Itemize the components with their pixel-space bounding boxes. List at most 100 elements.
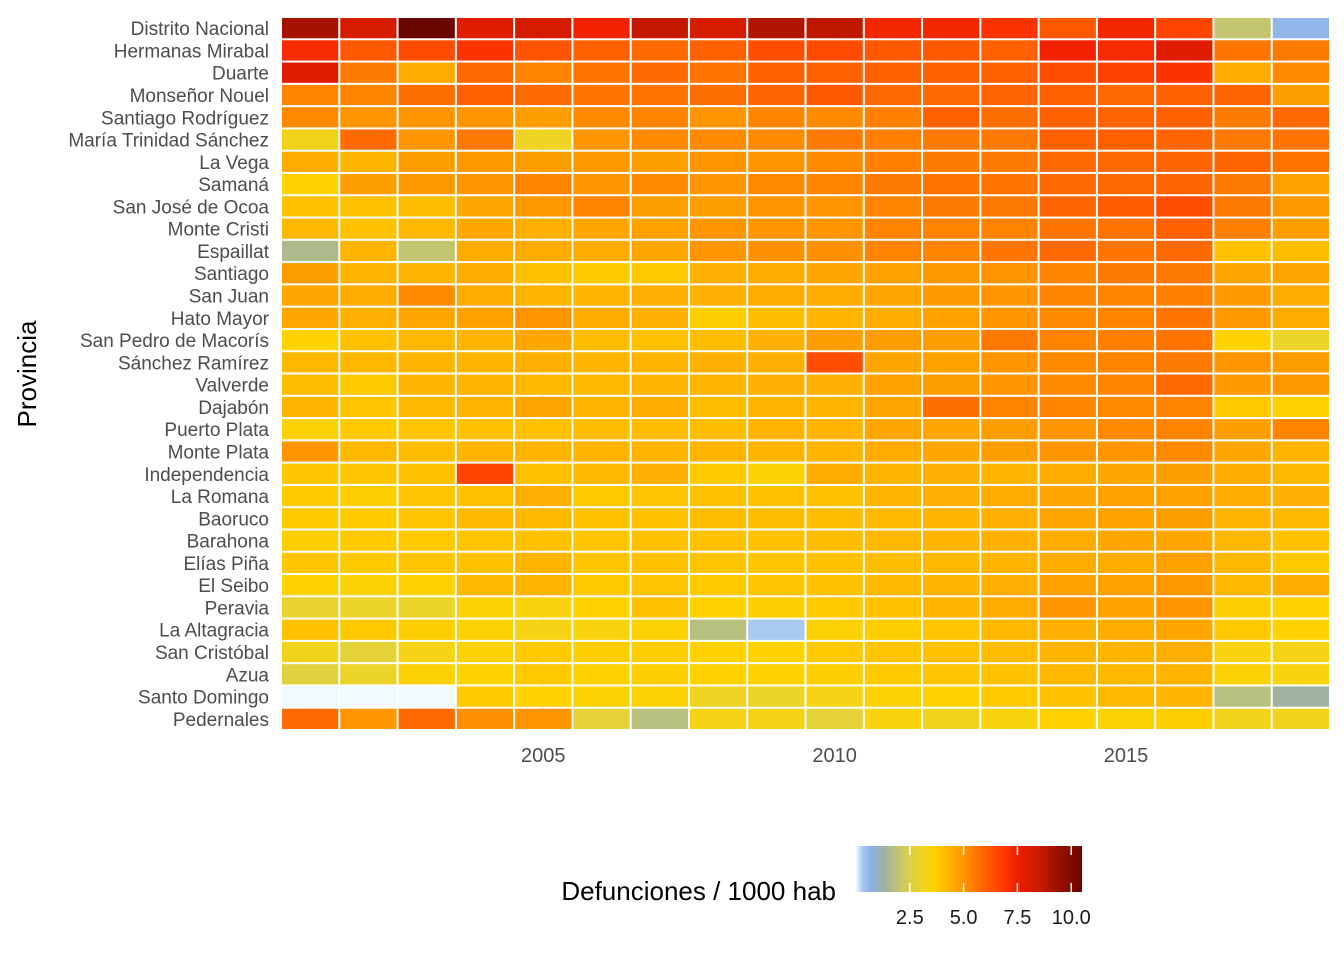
heatmap-cell <box>340 374 397 395</box>
heatmap-cell <box>923 18 980 39</box>
heatmap-cell <box>398 463 455 484</box>
heatmap-cell <box>631 508 688 529</box>
heatmap-cell <box>1272 463 1329 484</box>
heatmap-cell <box>1214 240 1271 262</box>
y-tick-label: El Seibo <box>198 576 269 597</box>
heatmap-cell <box>340 352 397 373</box>
heatmap-cell <box>689 597 747 618</box>
heatmap-cell <box>1214 129 1271 150</box>
heatmap-cell <box>1097 463 1155 484</box>
heatmap-cell <box>981 107 1038 128</box>
heatmap-cell <box>1156 352 1213 373</box>
heatmap-cell <box>282 508 339 529</box>
y-tick-label: Santo Domingo <box>138 688 269 709</box>
heatmap-cell <box>1156 708 1213 729</box>
heatmap-cell <box>806 240 863 262</box>
heatmap-cell <box>631 597 688 618</box>
heatmap-cell <box>515 173 572 195</box>
heatmap-cell <box>340 329 397 351</box>
heatmap-cell <box>981 263 1038 284</box>
heatmap-cell <box>340 307 397 328</box>
heatmap-cell <box>1272 664 1329 685</box>
heatmap-cell <box>456 285 514 306</box>
heatmap-cell <box>981 552 1038 574</box>
heatmap-cell <box>1097 240 1155 262</box>
heatmap-cell <box>689 329 747 351</box>
heatmap-cell <box>1097 218 1155 239</box>
heatmap-cell <box>282 575 339 596</box>
heatmap-cell <box>573 396 630 418</box>
y-tick-label: Santiago Rodríguez <box>101 108 269 129</box>
heatmap-cell <box>573 485 630 507</box>
heatmap-cell <box>689 552 747 574</box>
heatmap-cell <box>1272 686 1329 707</box>
heatmap-cell <box>806 173 863 195</box>
heatmap-cell <box>398 597 455 618</box>
heatmap-cell <box>923 419 980 440</box>
heatmap-cell <box>864 352 922 373</box>
heatmap-cell <box>515 84 572 106</box>
heatmap-cell <box>340 84 397 106</box>
heatmap-cell <box>864 40 922 61</box>
heatmap-cell <box>981 240 1038 262</box>
heatmap-cell <box>631 151 688 172</box>
heatmap-cell <box>282 196 339 217</box>
heatmap-cell <box>1214 530 1271 551</box>
heatmap-cell <box>1214 173 1271 195</box>
heatmap-cell <box>456 18 514 39</box>
heatmap-cell <box>282 173 339 195</box>
heatmap-cell <box>1039 530 1096 551</box>
heatmap-cell <box>282 18 339 39</box>
heatmap-cell <box>981 597 1038 618</box>
heatmap-cell <box>282 151 339 172</box>
heatmap-cell <box>456 641 514 663</box>
heatmap-cell <box>689 352 747 373</box>
heatmap-cell <box>631 329 688 351</box>
heatmap-cell <box>1039 263 1096 284</box>
heatmap-cell <box>515 441 572 462</box>
heatmap-cell <box>456 463 514 484</box>
heatmap-cell <box>1039 285 1096 306</box>
y-tick-label: Azua <box>226 665 270 686</box>
heatmap-cell <box>456 619 514 640</box>
heatmap-cell <box>1214 62 1271 83</box>
heatmap-cell <box>631 441 688 462</box>
heatmap-cell <box>1097 151 1155 172</box>
heatmap-cell <box>631 352 688 373</box>
heatmap-cell <box>806 641 863 663</box>
heatmap-cell <box>1272 218 1329 239</box>
heatmap-cell <box>340 641 397 663</box>
y-tick-label: San José de Ocoa <box>113 197 270 218</box>
heatmap-cell <box>631 374 688 395</box>
heatmap-cell <box>806 619 863 640</box>
heatmap-cell <box>806 62 863 83</box>
heatmap-cell <box>864 708 922 729</box>
heatmap-cell <box>631 285 688 306</box>
heatmap-cell <box>515 708 572 729</box>
heatmap-cell <box>923 708 980 729</box>
heatmap-cell <box>340 218 397 239</box>
heatmap-cell <box>806 263 863 284</box>
heatmap-cell <box>806 285 863 306</box>
heatmap-cell <box>456 196 514 217</box>
heatmap-cell <box>923 508 980 529</box>
heatmap-cell <box>923 352 980 373</box>
heatmap-cell <box>689 173 747 195</box>
heatmap-cell <box>282 396 339 418</box>
heatmap-cell <box>340 40 397 61</box>
heatmap-cell <box>398 686 455 707</box>
heatmap-cell <box>398 575 455 596</box>
heatmap-cell <box>748 218 805 239</box>
heatmap-cell <box>923 151 980 172</box>
heatmap-cell <box>573 463 630 484</box>
heatmap-cell <box>340 463 397 484</box>
heatmap-cell <box>456 530 514 551</box>
heatmap-cell <box>1156 508 1213 529</box>
heatmap-cell <box>981 419 1038 440</box>
heatmap-cell <box>806 552 863 574</box>
heatmap-cell <box>573 129 630 150</box>
y-axis-title: Provincia <box>12 320 42 427</box>
heatmap-cell <box>923 107 980 128</box>
heatmap-cell <box>1156 151 1213 172</box>
heatmap-cell <box>1272 641 1329 663</box>
